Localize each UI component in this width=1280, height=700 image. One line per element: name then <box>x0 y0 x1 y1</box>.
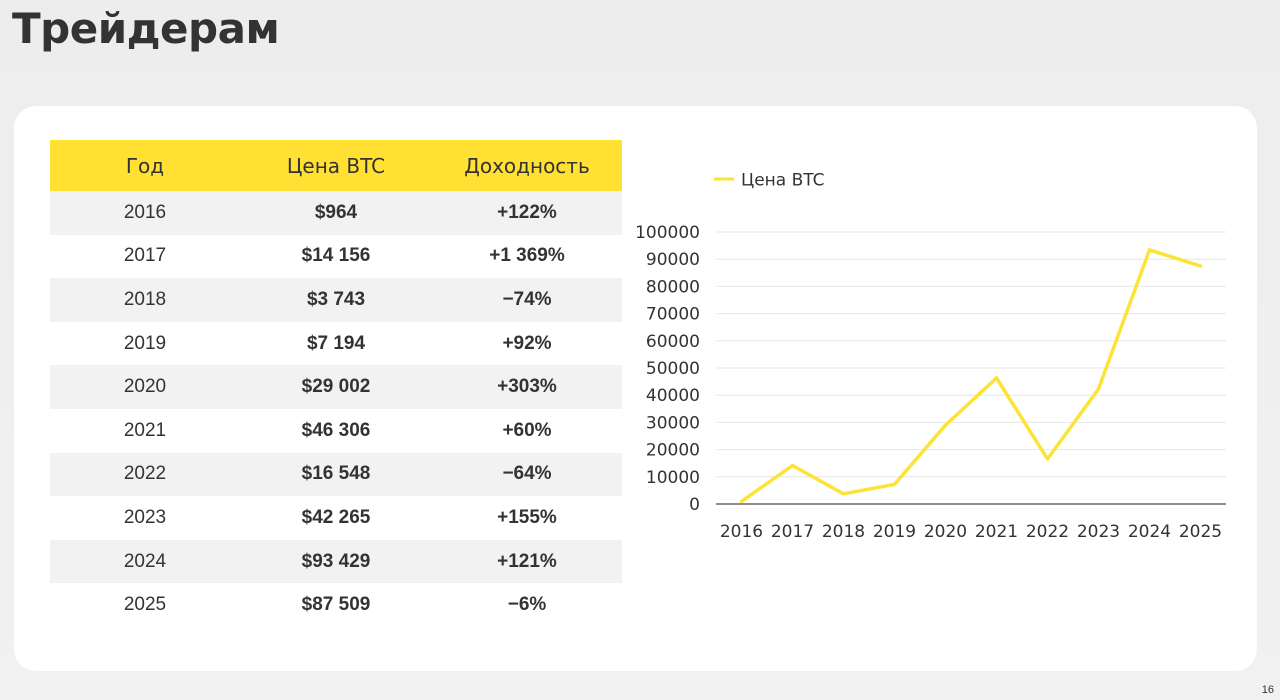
y-tick-label: 0 <box>689 495 700 515</box>
table-row: 2019 $7 194 +92% <box>50 322 622 366</box>
return-cell: −6% <box>507 594 547 616</box>
x-tick-label: 2023 <box>1077 522 1120 542</box>
price-cell: $46 306 <box>301 419 371 441</box>
x-tick-label: 2018 <box>822 522 865 542</box>
legend-label: Цена BTC <box>741 171 825 191</box>
return-cell: +92% <box>502 332 552 354</box>
price-cell: $29 002 <box>301 376 371 398</box>
price-cell: $93 429 <box>301 550 371 572</box>
data-point <box>842 492 845 496</box>
year-cell: 2024 <box>123 550 167 572</box>
x-tick-label: 2020 <box>924 522 967 542</box>
y-tick-label: 100000 <box>635 223 700 243</box>
y-tick-label: 40000 <box>646 386 700 406</box>
price-cell: $87 509 <box>301 594 371 616</box>
data-point <box>1046 457 1049 461</box>
return-cell: +303% <box>497 376 557 398</box>
data-point <box>944 423 947 427</box>
column-header-year: Год <box>125 153 165 178</box>
y-tick-label: 20000 <box>646 441 700 461</box>
page-title: Трейдерам <box>12 4 280 53</box>
data-point <box>1199 264 1202 268</box>
year-cell: 2020 <box>123 376 167 398</box>
gridlines <box>716 231 1226 478</box>
series-line-btc-price <box>739 248 1203 504</box>
y-tick-label: 60000 <box>646 332 700 352</box>
return-cell: +122% <box>497 201 557 223</box>
year-cell: 2023 <box>123 506 167 528</box>
return-cell: −64% <box>502 463 552 485</box>
btc-price-table: Год Цена BTC Доходность 2016 $964 +122% … <box>50 140 622 627</box>
y-tick-label: 80000 <box>646 277 700 297</box>
table-row: 2022 $16 548 −64% <box>50 452 622 497</box>
return-cell: −74% <box>502 288 552 310</box>
price-cell: $16 548 <box>301 463 371 485</box>
column-header-return: Доходность <box>464 153 590 178</box>
btc-price-line-chart: Цена BTC 0 10000 20000 30000 40000 50000 60000… <box>635 171 1226 542</box>
price-cell: $3 743 <box>306 288 366 310</box>
table-row: 2018 $3 743 −74% <box>50 278 622 322</box>
return-cell: +155% <box>497 506 557 528</box>
x-tick-label: 2021 <box>975 522 1018 542</box>
return-cell: +1 369% <box>489 245 565 267</box>
column-header-price: Цена BTC <box>286 153 386 178</box>
year-cell: 2022 <box>123 463 167 485</box>
y-tick-label: 30000 <box>646 413 700 433</box>
x-tick-label: 2022 <box>1026 522 1069 542</box>
year-cell: 2025 <box>123 594 167 616</box>
year-cell: 2016 <box>123 201 167 223</box>
x-tick-label: 2025 <box>1179 522 1222 542</box>
data-point <box>740 499 743 503</box>
year-cell: 2019 <box>123 332 167 354</box>
table-row: 2016 $964 +122% <box>50 191 622 235</box>
year-cell: 2021 <box>123 419 167 441</box>
price-cell: $42 265 <box>301 506 371 528</box>
price-cell: $964 <box>314 201 358 223</box>
table-body: 2016 $964 +122% 2017 $14 156 +1 369% 201… <box>50 191 622 627</box>
y-axis-tick-labels: 0 10000 20000 30000 40000 50000 60000 70000 8000… <box>635 223 700 515</box>
y-tick-label: 10000 <box>646 468 700 488</box>
y-tick-label: 70000 <box>646 305 700 325</box>
year-cell: 2018 <box>123 288 167 310</box>
table-row: 2025 $87 509 −6% <box>50 583 622 627</box>
price-cell: $7 194 <box>306 332 366 354</box>
x-axis-tick-labels: 2016 2017 2018 2019 2020 2021 2022 2023 2024 2025 <box>720 522 1222 542</box>
page-number: 16 <box>1261 684 1274 696</box>
return-cell: +60% <box>502 419 552 441</box>
table-row: 2017 $14 156 +1 369% <box>50 235 622 279</box>
table-header-row: Год Цена BTC Доходность <box>50 140 622 191</box>
y-tick-label: 50000 <box>646 359 700 379</box>
chart-legend: Цена BTC <box>714 171 825 191</box>
content-card: Год Цена BTC Доходность 2016 $964 +122% … <box>14 106 1257 671</box>
table-row: 2023 $42 265 +155% <box>50 496 622 540</box>
data-point <box>1097 387 1100 391</box>
price-cell: $14 156 <box>301 245 371 267</box>
return-cell: +121% <box>497 550 557 572</box>
data-point <box>791 463 794 467</box>
table-row: 2020 $29 002 +303% <box>50 365 622 409</box>
x-tick-label: 2017 <box>771 522 814 542</box>
table-row: 2024 $93 429 +121% <box>50 539 622 584</box>
y-tick-label: 90000 <box>646 250 700 270</box>
data-point <box>893 482 896 486</box>
data-point <box>995 376 998 380</box>
data-point <box>1148 248 1151 252</box>
x-tick-label: 2016 <box>720 522 763 542</box>
x-tick-label: 2024 <box>1128 522 1171 542</box>
year-cell: 2017 <box>123 245 167 267</box>
table-row: 2021 $46 306 +60% <box>50 409 622 453</box>
x-tick-label: 2019 <box>873 522 916 542</box>
